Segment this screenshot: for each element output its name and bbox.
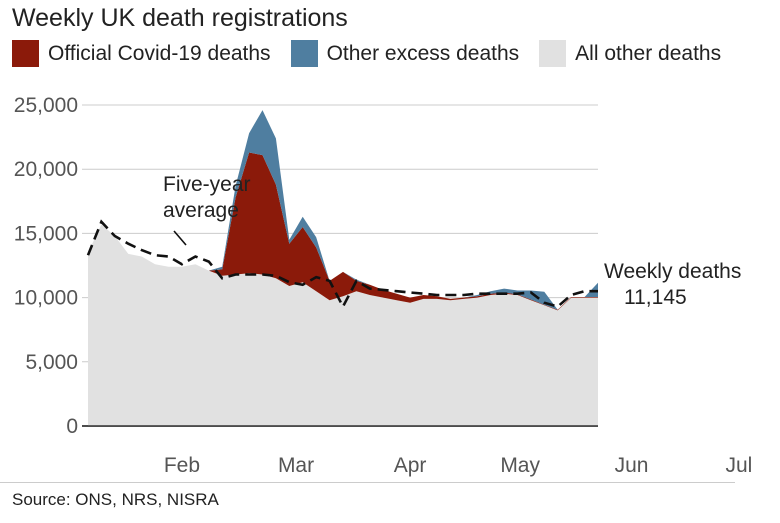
legend-item-other-excess: Other excess deaths xyxy=(290,40,520,67)
legend-item-all-other: All other deaths xyxy=(539,40,721,67)
legend-label-covid: Official Covid-19 deaths xyxy=(48,41,271,65)
x-tick-label: Mar xyxy=(278,454,314,477)
chart-legend: Official Covid-19 deaths Other excess de… xyxy=(12,40,741,67)
annotation-five-year-average-line2: average xyxy=(163,199,239,222)
legend-label-other-excess: Other excess deaths xyxy=(326,41,520,65)
y-tick-label: 10,000 xyxy=(14,287,78,310)
footer-divider xyxy=(0,482,735,483)
y-tick-label: 5,000 xyxy=(25,351,78,374)
x-tick-label: May xyxy=(500,454,540,477)
area-all-other-deaths xyxy=(88,224,598,426)
chart-title: Weekly UK death registrations xyxy=(12,4,348,32)
legend-item-covid: Official Covid-19 deaths xyxy=(12,40,271,67)
legend-swatch-other-excess xyxy=(290,40,318,67)
annotation-pointer xyxy=(173,230,187,246)
y-tick-label: 20,000 xyxy=(14,158,78,181)
y-tick-label: 25,000 xyxy=(14,94,78,117)
x-tick-label: Feb xyxy=(164,454,200,477)
annotation-weekly-deaths-label: Weekly deaths xyxy=(604,260,741,283)
y-tick-label: 0 xyxy=(66,415,78,438)
x-tick-label: Jul xyxy=(725,454,752,477)
source-note: Source: ONS, NRS, NISRA xyxy=(12,490,219,509)
x-tick-label: Jun xyxy=(615,454,649,477)
legend-swatch-covid xyxy=(12,40,39,67)
y-tick-label: 15,000 xyxy=(14,222,78,245)
legend-label-all-other: All other deaths xyxy=(575,41,722,65)
legend-swatch-all-other xyxy=(539,40,567,67)
x-tick-label: Apr xyxy=(394,454,427,477)
annotation-weekly-deaths-value: 11,145 xyxy=(624,286,687,309)
annotation-five-year-average-line1: Five-year xyxy=(163,173,251,196)
